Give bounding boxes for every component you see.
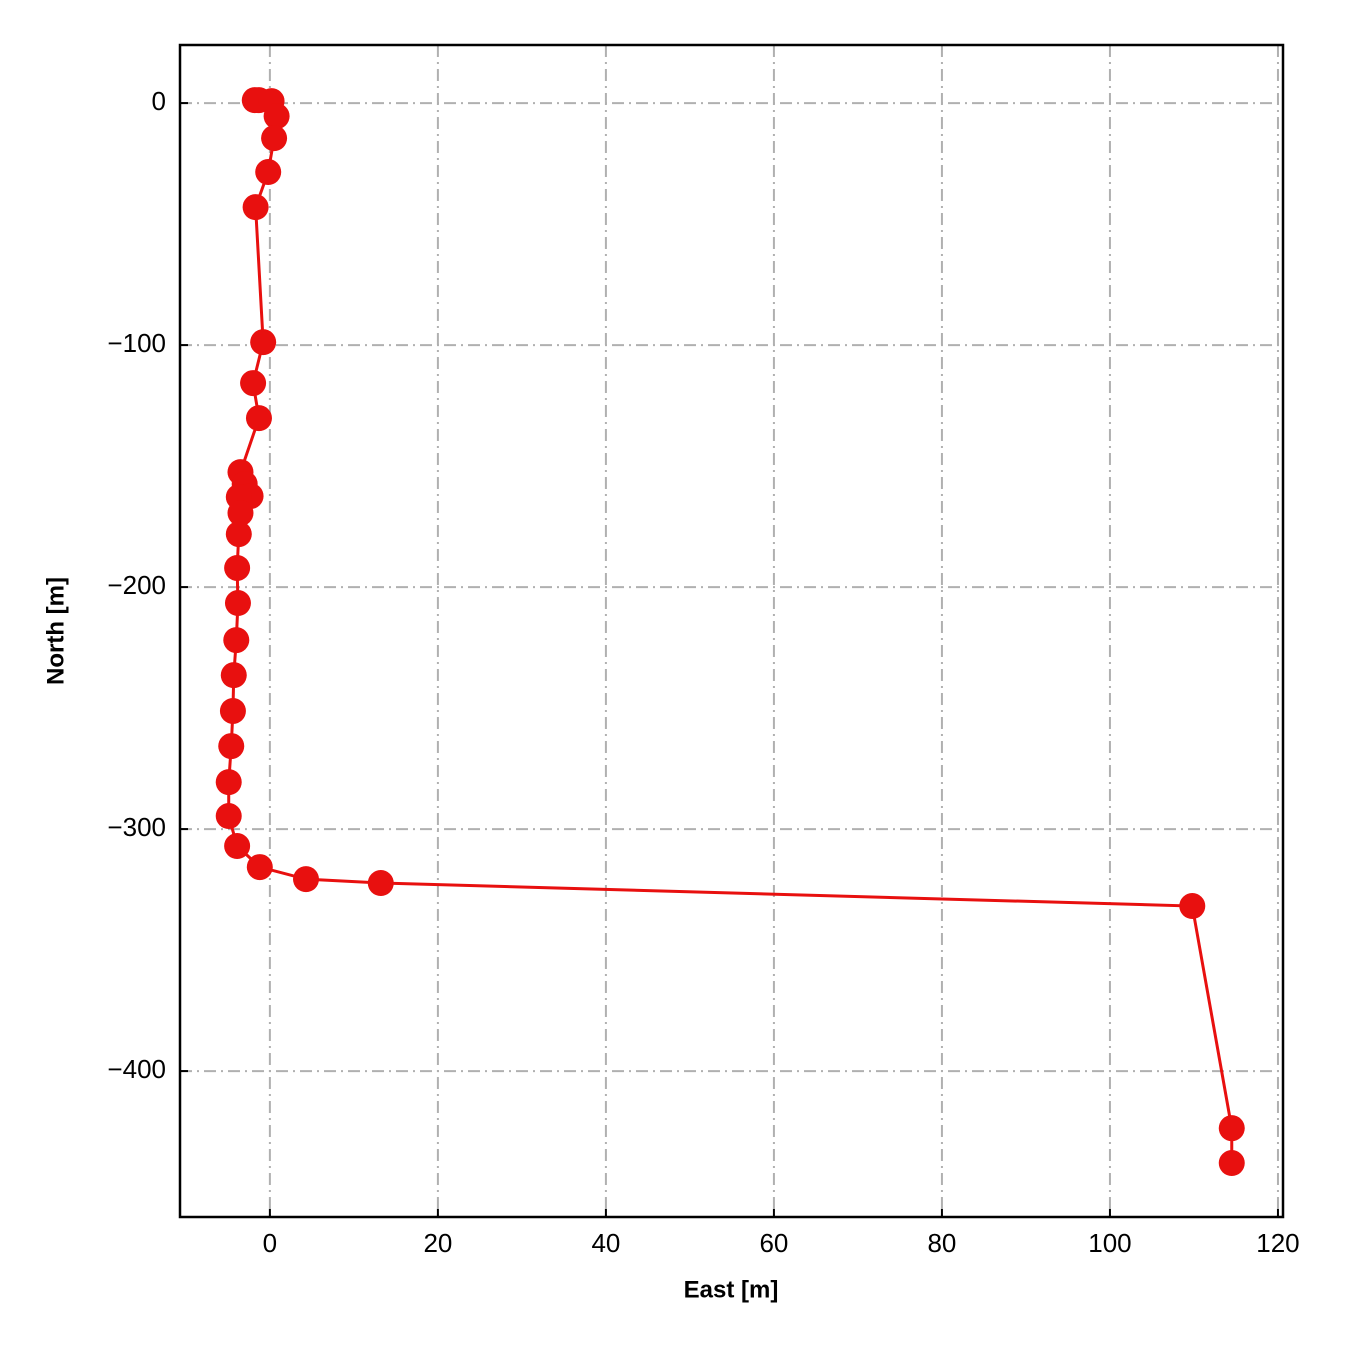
data-point bbox=[1218, 1150, 1245, 1177]
data-point bbox=[255, 159, 282, 186]
y-tick-label: −200 bbox=[107, 570, 166, 600]
axes-frame bbox=[178, 43, 1285, 1219]
data-point bbox=[240, 370, 267, 397]
data-point bbox=[263, 103, 290, 130]
data-point bbox=[224, 590, 251, 617]
x-tick-label: 40 bbox=[591, 1228, 620, 1258]
data-point bbox=[218, 733, 245, 760]
x-axis-label: East [m] bbox=[684, 1276, 779, 1303]
y-tick-label: −400 bbox=[107, 1054, 166, 1084]
data-point bbox=[220, 662, 247, 689]
data-point bbox=[224, 833, 251, 860]
data-point bbox=[215, 769, 242, 796]
y-tick-label: −300 bbox=[107, 812, 166, 842]
data-point bbox=[1218, 1115, 1245, 1142]
x-tick-label: 60 bbox=[759, 1228, 788, 1258]
data-point bbox=[261, 125, 288, 152]
x-tick-label: 0 bbox=[263, 1228, 277, 1258]
x-tick-label: 80 bbox=[927, 1228, 956, 1258]
plot-area bbox=[215, 87, 1245, 1177]
data-point bbox=[245, 405, 272, 432]
x-tick-label: 20 bbox=[423, 1228, 452, 1258]
x-tick-label: 100 bbox=[1088, 1228, 1131, 1258]
data-line bbox=[227, 98, 1234, 1164]
y-tick-label: 0 bbox=[152, 86, 166, 116]
data-point bbox=[224, 554, 251, 581]
y-tick-label: −100 bbox=[107, 328, 166, 358]
y-axis-label: North [m] bbox=[42, 577, 69, 685]
data-point bbox=[223, 627, 250, 654]
data-point bbox=[242, 194, 269, 221]
data-point bbox=[293, 866, 320, 893]
data-point bbox=[250, 329, 277, 356]
data-point bbox=[215, 803, 242, 830]
data-point bbox=[227, 500, 254, 527]
x-tick-label: 120 bbox=[1256, 1228, 1299, 1258]
data-point bbox=[246, 854, 273, 881]
data-point bbox=[219, 697, 246, 724]
grid bbox=[180, 45, 1283, 1217]
data-point bbox=[367, 870, 394, 897]
data-point bbox=[225, 521, 252, 548]
data-point bbox=[1179, 893, 1206, 920]
